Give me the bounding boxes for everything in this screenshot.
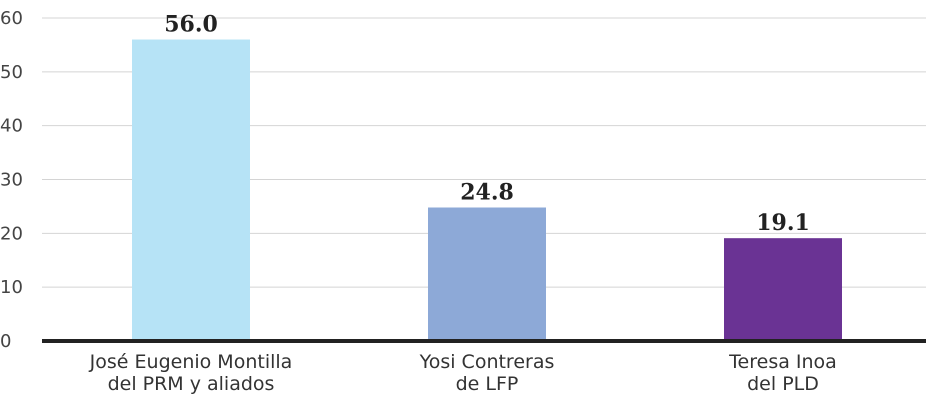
y-tick-label: 0 — [0, 331, 11, 352]
category-label: de LFP — [456, 373, 519, 395]
bar — [724, 238, 842, 341]
bar — [428, 207, 546, 341]
y-tick-label: 50 — [0, 62, 23, 83]
category-label: José Eugenio Montilla — [89, 351, 293, 373]
value-label: 24.8 — [460, 179, 514, 205]
y-axis-ticks: 0 10 20 30 40 50 60 — [0, 8, 23, 352]
y-tick-label: 60 — [0, 8, 23, 29]
bars — [132, 39, 842, 342]
value-label: 19.1 — [756, 210, 810, 236]
category-label: del PLD — [747, 373, 819, 395]
bar — [132, 39, 250, 342]
y-tick-label: 10 — [0, 277, 23, 298]
y-tick-label: 40 — [0, 116, 23, 137]
category-label: Teresa Inoa — [728, 351, 837, 373]
y-tick-label: 20 — [0, 223, 23, 244]
value-label: 56.0 — [164, 12, 218, 38]
value-labels: 56.0 24.8 19.1 — [164, 12, 810, 237]
y-tick-label: 30 — [0, 170, 23, 191]
category-label: Yosi Contreras — [419, 351, 555, 373]
category-label: del PRM y aliados — [108, 373, 275, 395]
